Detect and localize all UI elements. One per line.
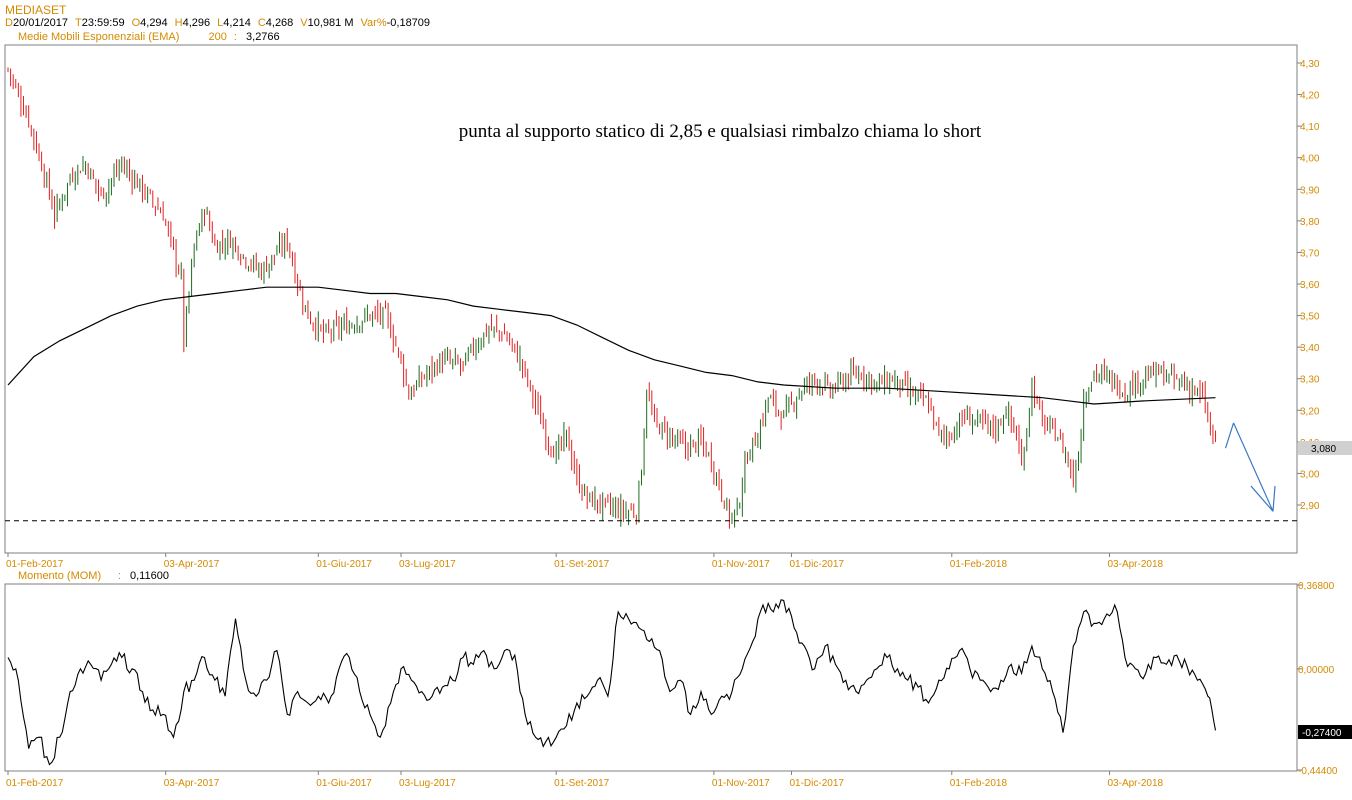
ohlc-value: 4,214 xyxy=(223,17,251,29)
y-tick-label: 3,60 xyxy=(1300,280,1320,291)
y-tick-label: 0,00000 xyxy=(1298,665,1335,676)
mom-value: 0,11600 xyxy=(130,570,169,582)
mom-sep: : xyxy=(118,570,121,582)
x-tick-label: 03-Apr-2018 xyxy=(1108,559,1164,570)
x-tick-label: 01-Giu-2017 xyxy=(316,559,372,570)
chart-annotation: punta al supporto statico di 2,85 e qual… xyxy=(459,121,982,142)
x-tick-label: 01-Feb-2017 xyxy=(6,559,64,570)
momentum-axis: 0,36800 0,00000 -0,44400 xyxy=(1297,581,1338,777)
x-tick-label: 03-Lug-2017 xyxy=(399,778,456,789)
y-tick-label: 4,10 xyxy=(1300,122,1320,133)
y-tick-label: -0,44400 xyxy=(1298,766,1338,777)
ohlc-key: T xyxy=(75,17,82,29)
y-tick-label: 3,80 xyxy=(1300,217,1320,228)
ohlc-value: 4,296 xyxy=(182,17,211,29)
y-tick-label: 3,40 xyxy=(1300,343,1320,354)
last-price-badge xyxy=(1298,441,1352,455)
x-tick-label: 03-Apr-2017 xyxy=(164,559,220,570)
y-tick-label: 3,90 xyxy=(1300,185,1320,196)
x-tick-label: 03-Lug-2017 xyxy=(399,559,456,570)
ohlc-value: 10,981 M xyxy=(307,17,354,29)
y-tick-label: 3,30 xyxy=(1300,375,1320,386)
momentum-panel-frame xyxy=(4,583,1298,772)
mom-last-value: -0,27400 xyxy=(1302,728,1342,739)
ohlc-key: H xyxy=(174,17,183,29)
last-price-value: 3,080 xyxy=(1311,444,1336,455)
y-tick-label: 4,20 xyxy=(1300,91,1320,102)
x-tick-label: 01-Feb-2017 xyxy=(6,778,64,789)
ohlc-value: 20/01/2017 xyxy=(12,17,69,29)
ema-line xyxy=(7,286,1216,405)
x-tick-label: 01-Dic-2017 xyxy=(789,559,844,570)
ohlc-value: 4,294 xyxy=(140,17,168,29)
x-tick-label: 01-Feb-2018 xyxy=(950,559,1008,570)
ohlc-key: D xyxy=(5,17,13,29)
ohlc-key: C xyxy=(257,17,266,29)
ohlc-key: V xyxy=(300,17,308,29)
x-tick-label: 01-Dic-2017 xyxy=(789,778,844,789)
y-tick-label: 3,70 xyxy=(1300,248,1320,259)
ohlc-key: O xyxy=(131,17,141,29)
ohlc-readout: D20/01/2017 T23:59:59 O4,294 H4,296 L4,214 C4… xyxy=(5,17,437,29)
ohlc-value: 23:59:59 xyxy=(81,17,125,29)
x-tick-label: 01-Feb-2018 xyxy=(950,778,1008,789)
momentum-line xyxy=(7,599,1217,766)
ohlc-value: -0,18709 xyxy=(386,17,431,29)
price-date-axis: 01-Feb-2017 03-Apr-2017 01-Giu-2017 03-Lug-… xyxy=(6,553,1164,570)
ema-legend: Medie Mobili Esponenziali (EMA) 200 : 3,… xyxy=(18,31,280,43)
x-tick-label: 01-Nov-2017 xyxy=(712,559,770,570)
x-tick-label: 01-Set-2017 xyxy=(554,559,609,570)
symbol-title: MEDIASET xyxy=(5,3,67,17)
x-tick-label: 03-Apr-2017 xyxy=(164,778,220,789)
momentum-date-axis: 01-Feb-2017 03-Apr-2017 01-Giu-2017 03-Lug-… xyxy=(6,771,1164,789)
y-tick-label: 3,00 xyxy=(1300,469,1320,480)
y-tick-label: 0,36800 xyxy=(1298,581,1335,592)
ema-value: 3,2766 xyxy=(246,31,280,43)
y-tick-label: 3,20 xyxy=(1300,406,1320,417)
ema-period: 200 xyxy=(208,31,227,43)
ema-label: Medie Mobili Esponenziali (EMA) xyxy=(18,31,180,43)
x-tick-label: 01-Nov-2017 xyxy=(712,778,770,789)
y-tick-label: 4,30 xyxy=(1300,59,1320,70)
mom-label: Momento (MOM) xyxy=(18,570,101,582)
mom-last-badge xyxy=(1298,725,1352,739)
x-tick-label: 01-Giu-2017 xyxy=(316,778,372,789)
down-arrow xyxy=(1224,422,1276,512)
y-tick-label: 4,00 xyxy=(1300,154,1320,165)
y-tick-label: 3,50 xyxy=(1300,312,1320,323)
ema-sep: : xyxy=(233,31,237,43)
ohlc-key: Var% xyxy=(360,17,387,29)
ohlc-value: 4,268 xyxy=(265,17,294,29)
ohlc-key: L xyxy=(217,17,224,29)
x-tick-label: 01-Set-2017 xyxy=(554,778,609,789)
x-tick-label: 03-Apr-2018 xyxy=(1108,778,1164,789)
ohlc-bars xyxy=(7,67,1217,529)
price-panel-frame xyxy=(4,44,1298,554)
y-tick-label: 2,90 xyxy=(1300,501,1320,512)
